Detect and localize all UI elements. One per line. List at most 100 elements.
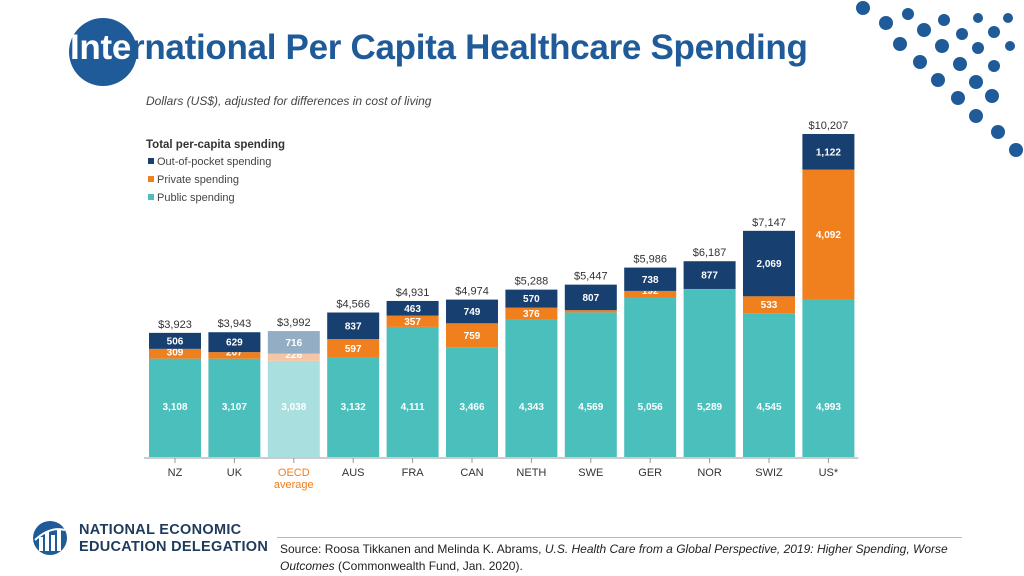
bar-segment	[208, 352, 261, 359]
source-suffix: (Commonwealth Fund, Jan. 2020).	[334, 559, 523, 573]
segment-value-label: 807	[582, 293, 599, 304]
bar-segment	[564, 284, 617, 311]
segment-value-label: 376	[523, 309, 540, 320]
bar-total-label: $5,288	[515, 276, 549, 288]
bar-segment	[386, 315, 439, 327]
segment-value-label: 4,569	[578, 402, 603, 413]
title-highlight: Inte	[70, 28, 132, 67]
ned-logo-icon	[33, 521, 67, 555]
bar-segment	[149, 348, 201, 359]
segment-value-label: 533	[761, 300, 778, 311]
source-title: U.S. Health Care from a Global Perspecti…	[280, 542, 948, 573]
bar-segment	[683, 289, 736, 457]
segment-value-label: 4,111	[401, 402, 425, 413]
bar-segment	[208, 358, 261, 457]
segment-value-label: 4,545	[756, 402, 781, 413]
segment-value-label: 716	[285, 338, 302, 349]
stacked-bar-chart: Total per-capita spending Out-of-pocket s…	[144, 120, 859, 491]
bar-segment	[386, 300, 439, 316]
segment-value-label: 749	[464, 307, 481, 318]
bar-total-label: $5,447	[574, 271, 608, 283]
bar-total-label: $4,566	[336, 299, 370, 311]
legend-title: Total per-capita spending	[146, 139, 285, 151]
x-axis-tick-label: AUS	[342, 467, 365, 479]
bar-total-label: $3,992	[277, 317, 311, 329]
legend-label: Public spending	[157, 192, 235, 204]
bar-segment	[683, 288, 736, 290]
bar-segment	[505, 319, 558, 457]
legend-label: Out-of-pocket spending	[157, 156, 271, 168]
bar-segment	[564, 312, 617, 457]
bar-segment	[386, 326, 439, 457]
bar-segment	[446, 299, 498, 324]
segment-value-label: 570	[523, 294, 540, 305]
page-title: International Per Capita Healthcare Spen…	[70, 28, 808, 68]
legend-swatch	[148, 176, 154, 182]
x-axis-tick-label: CAN	[460, 467, 483, 479]
source-prefix: Source: Roosa Tikkanen and Melinda K. Ab…	[280, 542, 545, 556]
legend-swatch	[148, 194, 154, 200]
bar-segment	[267, 353, 320, 361]
segment-value-label: 226	[285, 350, 302, 361]
x-axis-tick-label: NETH	[516, 467, 546, 479]
bar-total-label: $3,923	[158, 319, 192, 331]
segment-value-label: 357	[404, 317, 421, 328]
segment-value-label: 506	[167, 336, 184, 347]
bar-total-label: $6,187	[693, 247, 727, 259]
segment-value-label: 463	[404, 304, 421, 315]
segment-value-label: 837	[345, 321, 362, 332]
bar-segment	[505, 289, 558, 308]
x-axis-tick-label: SWIZ	[755, 467, 783, 479]
bar-segment	[149, 332, 201, 349]
bar-segment	[624, 297, 677, 457]
footer-divider	[277, 537, 962, 538]
bar-total-label: $4,931	[396, 287, 430, 299]
segment-value-label: 3,466	[459, 402, 484, 413]
bar-segment	[446, 323, 498, 348]
bar-segment	[564, 310, 617, 313]
segment-value-label: 877	[701, 271, 718, 282]
segment-value-label: 4,092	[816, 230, 841, 241]
bar-total-label: $3,943	[218, 318, 252, 330]
logo-text-line2: EDUCATION DELEGATION	[79, 539, 269, 555]
x-axis-tick-label: OECD	[278, 467, 310, 479]
segment-value-label: 3,132	[341, 402, 366, 413]
bar-total-label: $4,974	[455, 286, 489, 298]
bar-segment	[267, 331, 320, 354]
segment-value-label: 759	[464, 331, 481, 342]
bar-segment	[149, 358, 201, 457]
bar-segment	[683, 261, 736, 289]
x-axis-tick-label: FRA	[402, 467, 425, 479]
x-axis-tick-label: NZ	[168, 467, 183, 479]
bar-segment	[624, 290, 677, 298]
bar-segment	[802, 169, 855, 299]
segment-value-label: 309	[167, 348, 184, 359]
bar-segment	[505, 307, 558, 320]
chart-subtitle: Dollars (US$), adjusted for differences …	[146, 94, 432, 108]
title-rest: rnational Per Capita Healthcare Spending	[131, 28, 808, 67]
bar-total-label: $10,207	[809, 120, 849, 132]
segment-value-label: 738	[642, 275, 659, 286]
segment-value-label: 597	[345, 344, 362, 355]
x-axis-tick-label: US*	[819, 467, 839, 479]
x-axis-tick-note: average	[274, 479, 314, 491]
bar-segment	[624, 267, 677, 291]
x-axis-tick-label: NOR	[697, 467, 722, 479]
segment-value-label: 4,343	[519, 402, 544, 413]
bar-segment	[802, 134, 855, 170]
decorative-dot-pattern	[856, 1, 1023, 157]
segment-value-label: 629	[226, 338, 243, 349]
legend-swatch	[148, 158, 154, 164]
segment-value-label: 3,107	[222, 402, 247, 413]
bar-segment	[802, 298, 855, 457]
source-citation: Source: Roosa Tikkanen and Melinda K. Ab…	[280, 541, 1000, 575]
bar-segment	[743, 230, 795, 297]
x-axis-tick-label: GER	[638, 467, 662, 479]
segment-value-label: 192	[642, 286, 659, 297]
segment-value-label: 3,108	[162, 402, 187, 413]
x-axis-tick-label: UK	[227, 467, 243, 479]
bar-total-label: $7,147	[752, 217, 786, 229]
segment-value-label: 1,122	[816, 147, 841, 158]
segment-value-label: 2,069	[756, 259, 781, 270]
title-accent-circle	[69, 18, 137, 86]
